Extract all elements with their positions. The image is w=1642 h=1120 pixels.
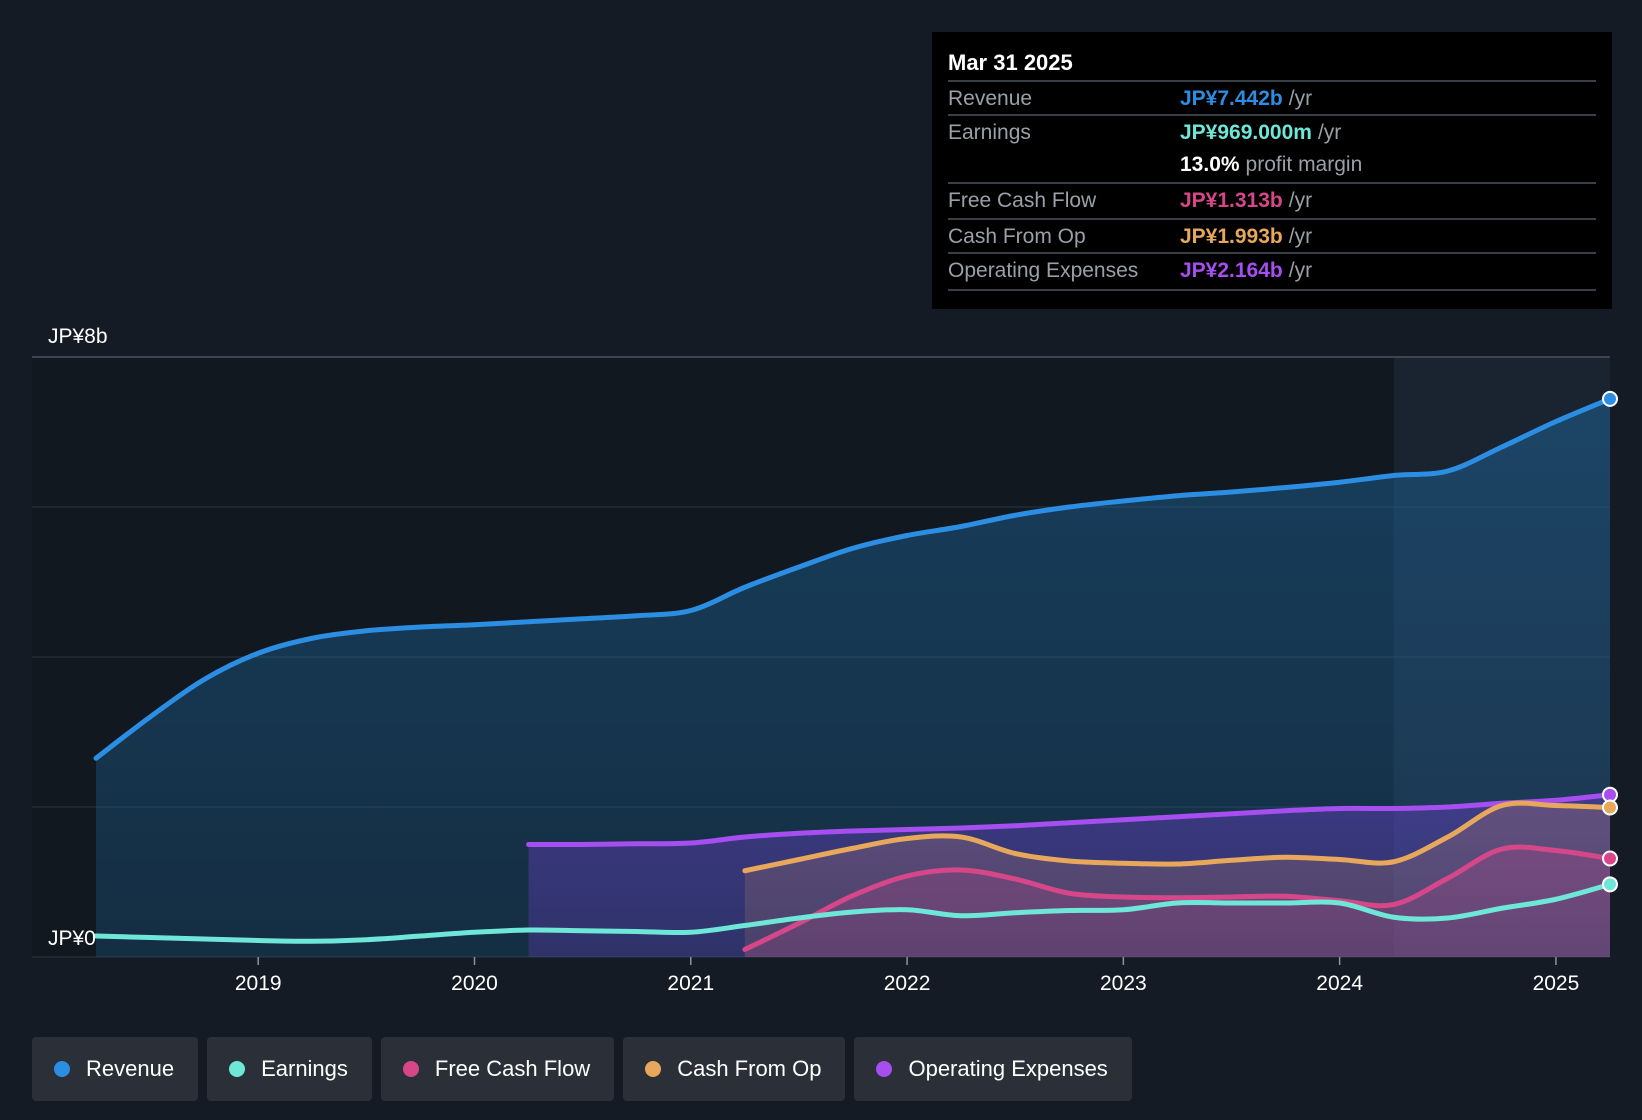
y-tick-label: JP¥0 [48,927,96,950]
y-tick-label: JP¥8b [48,325,108,348]
tooltip-value: 13.0% profit margin [1180,153,1363,176]
legend-label: Cash From Op [677,1056,822,1081]
x-tick-label: 2022 [884,972,931,995]
legend-label: Free Cash Flow [434,1056,591,1081]
legend-item-cash-from-op[interactable]: Cash From Op [623,1037,846,1101]
tooltip-label: Earnings [948,121,1031,144]
tooltip-panel: Mar 31 2025 Revenue JP¥7.442b/yr Earning… [932,32,1612,309]
tooltip-value: JP¥1.313b/yr [1180,189,1313,212]
cash-from-op-line [742,800,1613,874]
earnings-dot-icon [229,1061,246,1077]
cash-from-op-dot-icon [645,1061,662,1077]
legend-item-operating-expenses[interactable]: Operating Expenses [854,1037,1132,1101]
tooltip-label: Revenue [948,87,1033,110]
operating-expenses-dot-icon [876,1061,893,1077]
tooltip-divider [948,289,1596,291]
x-tick-label: 2019 [235,972,282,995]
legend-item-revenue[interactable]: Revenue [32,1037,199,1101]
tooltip-date: Mar 31 2025 [948,50,1073,75]
tooltip-value: JP¥1.993b/yr [1180,225,1313,248]
revenue-end-marker [1602,390,1618,407]
x-tick-label: 2024 [1316,972,1363,995]
legend-label: Revenue [86,1056,175,1081]
legend-label: Earnings [261,1056,348,1081]
legend-item-free-cash-flow[interactable]: Free Cash Flow [380,1037,615,1101]
earnings-line [93,881,1613,944]
x-tick-label: 2021 [667,972,714,995]
tooltip-label: Operating Expenses [948,259,1139,282]
tooltip-row-cash-from-op: Cash From Op JP¥1.993b/yr [948,218,1596,254]
earnings-end-marker [1602,876,1618,893]
tooltip-label: Cash From Op [948,225,1086,248]
x-tick-label: 2025 [1533,972,1580,995]
tooltip-label: Free Cash Flow [948,189,1097,212]
revenue-dot-icon [54,1061,70,1077]
chart-legend: Revenue Earnings Free Cash Flow Cash Fro… [32,1037,1132,1101]
tooltip-value: JP¥7.442b/yr [1180,87,1313,110]
tooltip-row-profit-margin: 13.0% profit margin [948,148,1596,182]
legend-item-earnings[interactable]: Earnings [207,1037,372,1101]
legend-label: Operating Expenses [908,1056,1108,1081]
tooltip-row-earnings: Earnings JP¥969.000m/yr [948,114,1596,150]
free-cash-flow-dot-icon [402,1061,419,1077]
free-cash-flow-line [742,844,1613,952]
tooltip-value: JP¥2.164b/yr [1180,259,1313,282]
tooltip-row-revenue: Revenue JP¥7.442b/yr [948,80,1596,116]
tooltip-value: JP¥969.000m/yr [1180,121,1342,144]
free-cash-flow-end-marker [1602,850,1618,867]
x-tick-label: 2020 [451,972,498,995]
x-tick-label: 2023 [1100,972,1147,995]
tooltip-row-operating-expenses: Operating Expenses JP¥2.164b/yr [948,252,1596,288]
tooltip-row-free-cash-flow: Free Cash Flow JP¥1.313b/yr [948,182,1596,218]
operating-expenses-line [526,792,1613,848]
revenue-line [93,396,1613,761]
cash-from-op-end-marker [1602,799,1618,816]
